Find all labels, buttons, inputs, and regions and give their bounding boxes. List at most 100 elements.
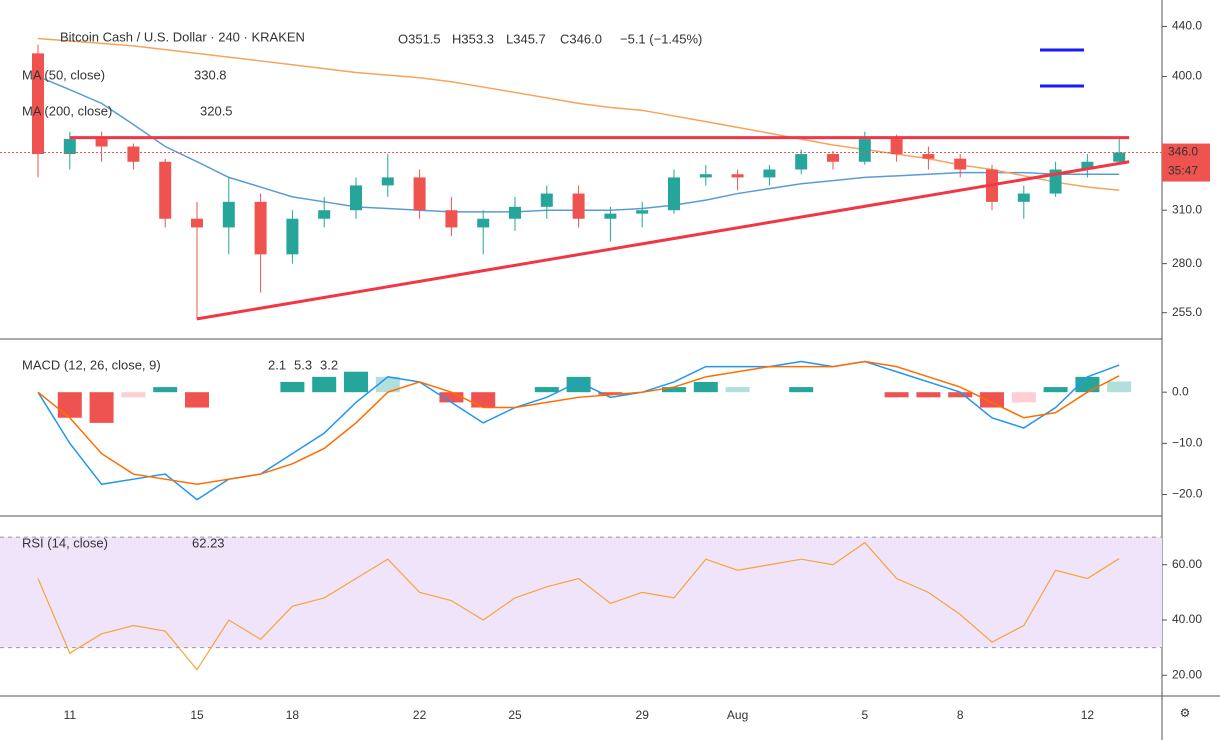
candle-body xyxy=(509,206,521,219)
candle-body xyxy=(222,201,235,228)
ohlc-open: O351.5 xyxy=(398,31,441,46)
macd-histogram-bar xyxy=(312,376,337,393)
ohlc-high: H353.3 xyxy=(452,31,494,46)
macd-histogram-bar xyxy=(439,392,464,403)
macd-histogram-bar xyxy=(1107,381,1132,393)
candle-body xyxy=(32,53,44,155)
x-tick-label: Aug xyxy=(727,708,748,722)
candle-body xyxy=(1081,161,1094,170)
candle-body xyxy=(413,177,426,211)
x-tick-label: 12 xyxy=(1081,708,1095,722)
candle-body xyxy=(858,139,871,162)
candle-body xyxy=(254,201,267,255)
candle-body xyxy=(668,177,680,211)
last-price-tag xyxy=(1162,143,1210,182)
x-tick-label: 22 xyxy=(413,708,427,722)
macd-histogram-bar xyxy=(344,371,368,393)
macd-histogram-bar xyxy=(375,376,400,393)
macd-histogram-bar xyxy=(89,392,114,423)
macd-line xyxy=(37,360,1120,486)
macd-histogram-bar xyxy=(566,376,591,393)
bar-countdown: 35:47 xyxy=(1168,164,1198,178)
candle-body xyxy=(827,154,839,162)
x-tick-label: 25 xyxy=(508,708,522,722)
macd-histogram-bar xyxy=(153,387,178,393)
x-tick-label: 29 xyxy=(636,708,650,722)
settings-icon[interactable]: ⚙ xyxy=(1180,706,1191,720)
y-tick-label: 310.0 xyxy=(1172,202,1202,216)
ohlc-low: L345.7 xyxy=(506,31,546,46)
x-tick-label: 15 xyxy=(190,708,204,722)
last-price-label: 346.0 xyxy=(1168,145,1198,159)
candle-body xyxy=(191,218,203,228)
x-tick-label: 5 xyxy=(861,708,868,722)
macd-histogram-bar xyxy=(725,387,750,393)
y-tick-label: 40.00 xyxy=(1172,612,1202,626)
candle-body xyxy=(286,218,299,255)
macd-histogram-bar xyxy=(598,392,623,395)
y-tick-label: −20.0 xyxy=(1172,487,1203,501)
indicator-value: 2.1 xyxy=(268,357,286,372)
macd-histogram-bar xyxy=(662,387,686,393)
candle-body xyxy=(540,193,553,207)
macd-histogram-bar xyxy=(471,392,496,408)
ohlc-change: −5.1 (−1.45%) xyxy=(620,31,702,46)
candle-body xyxy=(95,139,108,147)
x-tick-label: 8 xyxy=(957,708,964,722)
macd-histogram-bar xyxy=(534,387,559,393)
macd-histogram-bar xyxy=(884,392,909,398)
candle-body xyxy=(477,218,490,228)
y-tick-label: 400.0 xyxy=(1172,69,1202,83)
indicator-name: MA (200, close) xyxy=(22,103,112,118)
indicator-name: MACD (12, 26, close, 9) xyxy=(22,357,161,372)
candle-body xyxy=(381,177,394,186)
trend-line xyxy=(196,160,1130,321)
macd-histogram-bar xyxy=(789,387,814,393)
y-tick-label: 20.00 xyxy=(1172,667,1202,681)
candle-body xyxy=(636,210,649,214)
x-tick-label: 18 xyxy=(286,708,300,722)
indicator-value: 3.2 xyxy=(320,357,338,372)
symbol-title[interactable]: Bitcoin Cash / U.S. Dollar · 240 · KRAKE… xyxy=(60,29,305,44)
candle-body xyxy=(350,185,362,211)
macd-histogram-bar xyxy=(948,392,973,398)
macd-histogram-bar xyxy=(57,392,82,418)
indicator-value: 62.23 xyxy=(192,535,225,550)
y-tick-label: 60.00 xyxy=(1172,557,1202,571)
macd-histogram-bar xyxy=(1011,392,1036,403)
candle-body xyxy=(604,213,617,219)
candle-body xyxy=(1017,193,1030,202)
candle-body xyxy=(699,174,712,178)
candle-body xyxy=(890,139,903,155)
ohlc-close: C346.0 xyxy=(560,31,602,46)
macd-histogram-bar xyxy=(1043,387,1068,393)
candle-body xyxy=(445,210,458,228)
macd-histogram-bar xyxy=(916,392,941,398)
candle-body xyxy=(1113,152,1126,162)
candle-body xyxy=(763,169,776,178)
y-tick-label: 280.0 xyxy=(1172,256,1202,270)
y-tick-label: 440.0 xyxy=(1172,19,1202,33)
indicator-name: RSI (14, close) xyxy=(22,535,108,550)
macd-histogram-bar xyxy=(693,381,718,393)
y-tick-label: −10.0 xyxy=(1172,436,1203,450)
candle-body xyxy=(954,158,967,170)
indicator-value: 330.8 xyxy=(194,67,227,82)
candle-body xyxy=(318,210,331,219)
indicator-name: MA (50, close) xyxy=(22,67,105,82)
macd-histogram-bar xyxy=(980,392,1004,408)
y-tick-label: 0.0 xyxy=(1172,384,1189,398)
candle-body xyxy=(795,154,808,170)
macd-line xyxy=(37,360,1120,501)
candle-body xyxy=(922,154,935,159)
rsi-band xyxy=(0,537,1162,648)
moving-average xyxy=(37,37,1120,192)
rsi-line xyxy=(37,541,1120,671)
candle-body xyxy=(159,161,172,219)
indicator-value: 320.5 xyxy=(200,103,233,118)
candle-body xyxy=(127,146,140,162)
indicator-value: 5.3 xyxy=(294,357,312,372)
candle-body xyxy=(731,174,744,178)
macd-histogram-bar xyxy=(121,392,146,398)
